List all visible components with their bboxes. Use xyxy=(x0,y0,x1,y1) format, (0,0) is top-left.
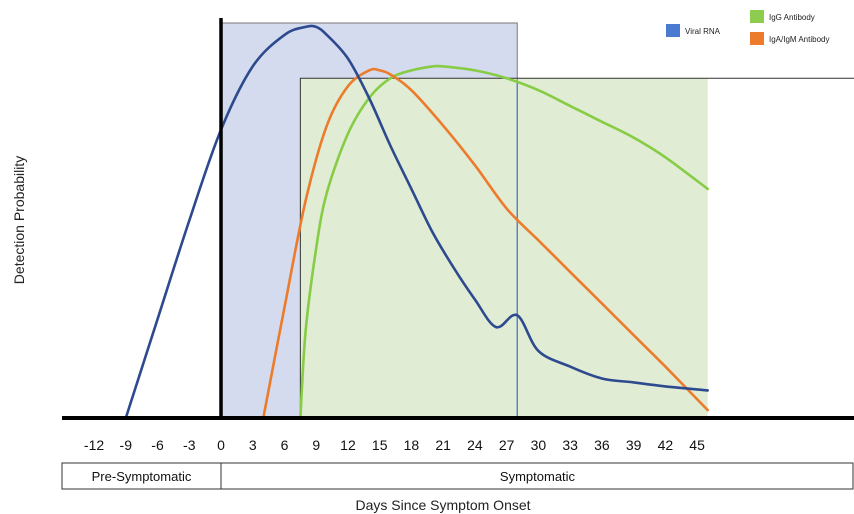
legend-swatch xyxy=(666,24,680,37)
x-tick-label: 39 xyxy=(626,437,642,453)
x-tick-label: 27 xyxy=(499,437,515,453)
x-tick-label: 45 xyxy=(689,437,705,453)
axes xyxy=(62,18,854,420)
legend-label: IgA/IgM Antibody xyxy=(769,35,829,44)
x-tick-label: 24 xyxy=(467,437,483,453)
x-tick-labels: -12 -9 -6 -3 0 3 6 9 12 15 18 21 24 27 30 33 36 39 42 45 xyxy=(84,437,705,453)
phase-band-frame xyxy=(61,462,854,490)
detection-windows xyxy=(220,22,854,419)
x-tick-label: -3 xyxy=(183,437,196,453)
x-tick-label: 15 xyxy=(372,437,388,453)
x-tick-label: 0 xyxy=(217,437,225,453)
x-tick-label: -9 xyxy=(120,437,133,453)
series-lines xyxy=(124,24,709,420)
x-tick-label: 3 xyxy=(249,437,257,453)
x-tick-label: -12 xyxy=(84,437,104,453)
x-axis-label: Days Since Symptom Onset xyxy=(355,497,530,513)
legend-label: IgG Antibody xyxy=(769,13,815,22)
legend-label: Viral RNA xyxy=(685,27,721,36)
x-tick-label: 6 xyxy=(281,437,289,453)
x-tick-label: 9 xyxy=(312,437,320,453)
legend-swatch xyxy=(750,10,764,23)
series-line-iga-igm-antibody xyxy=(262,67,709,420)
window-igg-antibody xyxy=(300,78,708,419)
y-axis-label: Detection Probability xyxy=(11,156,27,284)
series-line-viral-rna xyxy=(124,24,709,420)
window-border-igg xyxy=(299,77,854,418)
x-tick-label: 30 xyxy=(531,437,547,453)
x-tick-label: 12 xyxy=(340,437,356,453)
phase-label: Symptomatic xyxy=(500,469,576,484)
x-tick-label: 18 xyxy=(404,437,420,453)
x-tick-label: -6 xyxy=(151,437,164,453)
x-tick-label: 33 xyxy=(562,437,578,453)
legend-swatch xyxy=(750,32,764,45)
legend: Viral RNA IgG Antibody IgA/IgM Antibody xyxy=(666,10,829,45)
x-tick-label: 42 xyxy=(658,437,674,453)
phase-label: Pre-Symptomatic xyxy=(92,469,192,484)
series-line-igg-antibody xyxy=(299,64,709,420)
x-tick-label: 36 xyxy=(594,437,610,453)
x-tick-label: 21 xyxy=(435,437,451,453)
phase-bands: Pre-Symptomatic Symptomatic xyxy=(61,462,854,490)
